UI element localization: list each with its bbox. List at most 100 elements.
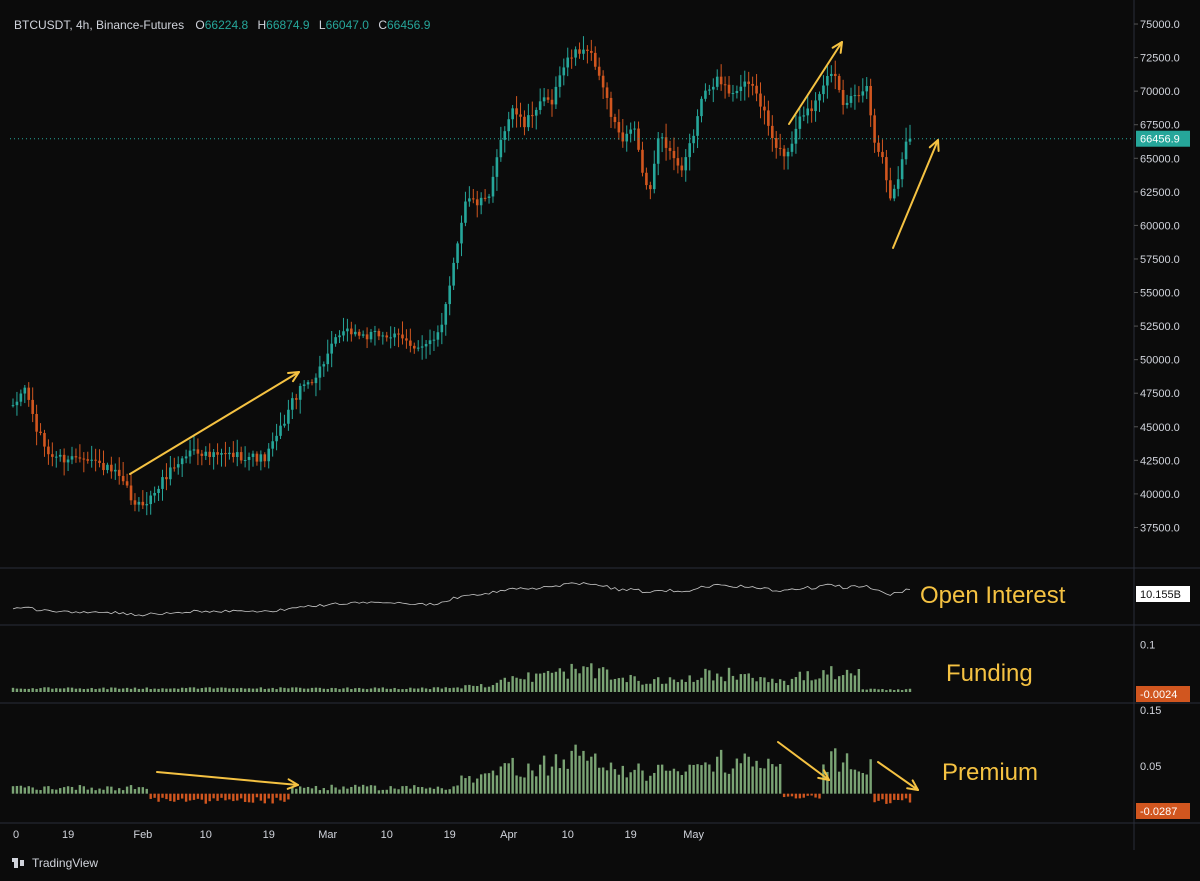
funding-bar [271, 687, 274, 692]
annotation-arrow [129, 371, 300, 475]
premium-bar [188, 793, 192, 801]
candle-body [507, 119, 511, 132]
candle-body [621, 132, 625, 142]
funding-bar [208, 687, 211, 692]
funding-bar [27, 688, 30, 692]
premium-bar [814, 793, 817, 798]
premium-bar [141, 787, 145, 794]
premium-bar [59, 788, 62, 794]
funding-bar [877, 689, 880, 692]
funding-bar [15, 688, 19, 692]
funding-bar [617, 678, 621, 692]
tradingview-brand[interactable]: TradingView [12, 856, 98, 870]
funding-bar [70, 687, 74, 692]
funding-bar [542, 672, 546, 692]
premium-bar [98, 788, 101, 794]
candle-body [857, 95, 861, 97]
funding-bar [334, 688, 337, 692]
candle-body [680, 165, 684, 171]
candle-body [275, 435, 278, 442]
funding-bar [180, 687, 184, 692]
premium-bar [464, 778, 467, 794]
premium-bar [790, 793, 794, 797]
candle-body [538, 101, 542, 110]
premium-bar [684, 771, 687, 794]
premium-bar [515, 775, 518, 794]
last-price-badge [1136, 130, 1190, 147]
y-tick-label: 57500.0 [1140, 254, 1180, 266]
funding-bar [479, 684, 483, 692]
premium-bar [389, 786, 392, 794]
y-tick-label: 70000.0 [1140, 86, 1180, 98]
premium-bar [302, 787, 306, 794]
candle-body [70, 456, 74, 460]
candle-body [574, 49, 577, 58]
premium-bar [857, 771, 861, 794]
premium-bar [542, 755, 546, 794]
premium-bar [55, 789, 58, 794]
candle-body [546, 97, 550, 100]
premium-bar [275, 793, 278, 798]
candle-body [200, 453, 204, 456]
funding-bar [853, 675, 857, 692]
premium-bar [86, 789, 89, 794]
funding-bar [830, 666, 833, 692]
funding-bar [841, 675, 845, 692]
candle-body [904, 141, 908, 160]
premium-bar [479, 774, 483, 794]
premium-bar [503, 763, 506, 794]
premium-bar [566, 768, 569, 794]
premium-bar [865, 774, 868, 794]
premium-bar [613, 769, 617, 794]
premium-bar [129, 785, 133, 794]
candle-body [86, 459, 90, 461]
funding-bar [908, 688, 912, 692]
funding-bar [546, 670, 550, 692]
funding-bar [125, 687, 129, 692]
candle-body [558, 75, 562, 87]
candle-body [645, 172, 648, 186]
funding-bar [243, 688, 247, 692]
funding-bar [743, 674, 746, 692]
candle-body [322, 364, 326, 367]
funding-bar [570, 663, 573, 692]
premium-bar [900, 793, 904, 801]
candle-body [346, 328, 349, 332]
premium-bar [491, 770, 495, 794]
x-tick-label: 10 [562, 829, 574, 841]
funding-bar [633, 676, 636, 692]
premium-bar [826, 771, 829, 794]
candle-body [192, 449, 196, 451]
candle-body [778, 147, 782, 149]
y-tick-label: 55000.0 [1140, 288, 1180, 300]
premium-bar [267, 793, 270, 799]
candle-body [511, 108, 514, 120]
premium-bar [358, 786, 361, 794]
candle-body [338, 335, 341, 338]
funding-bar [452, 687, 455, 692]
funding-bar [157, 688, 160, 692]
candle-body [15, 401, 19, 406]
funding-bar [114, 687, 117, 692]
tradingview-logo-icon [12, 858, 26, 868]
premium-bar [369, 785, 373, 794]
funding-bar [440, 688, 444, 692]
premium-bar [782, 793, 786, 798]
premium-bar [845, 753, 849, 794]
funding-bar [62, 688, 66, 692]
funding-bar [424, 688, 428, 692]
candle-body [239, 452, 243, 461]
premium-bar [763, 768, 766, 794]
funding-bar [330, 687, 333, 692]
funding-bar [597, 668, 601, 692]
candle-body [357, 331, 361, 336]
funding-bar [310, 687, 314, 692]
premium-bar [255, 793, 259, 798]
funding-bar [247, 688, 251, 692]
funding-bar [822, 670, 825, 692]
funding-bar [90, 687, 93, 692]
premium-bar [322, 788, 326, 794]
candle-body [479, 197, 483, 206]
premium-bar [562, 759, 565, 794]
